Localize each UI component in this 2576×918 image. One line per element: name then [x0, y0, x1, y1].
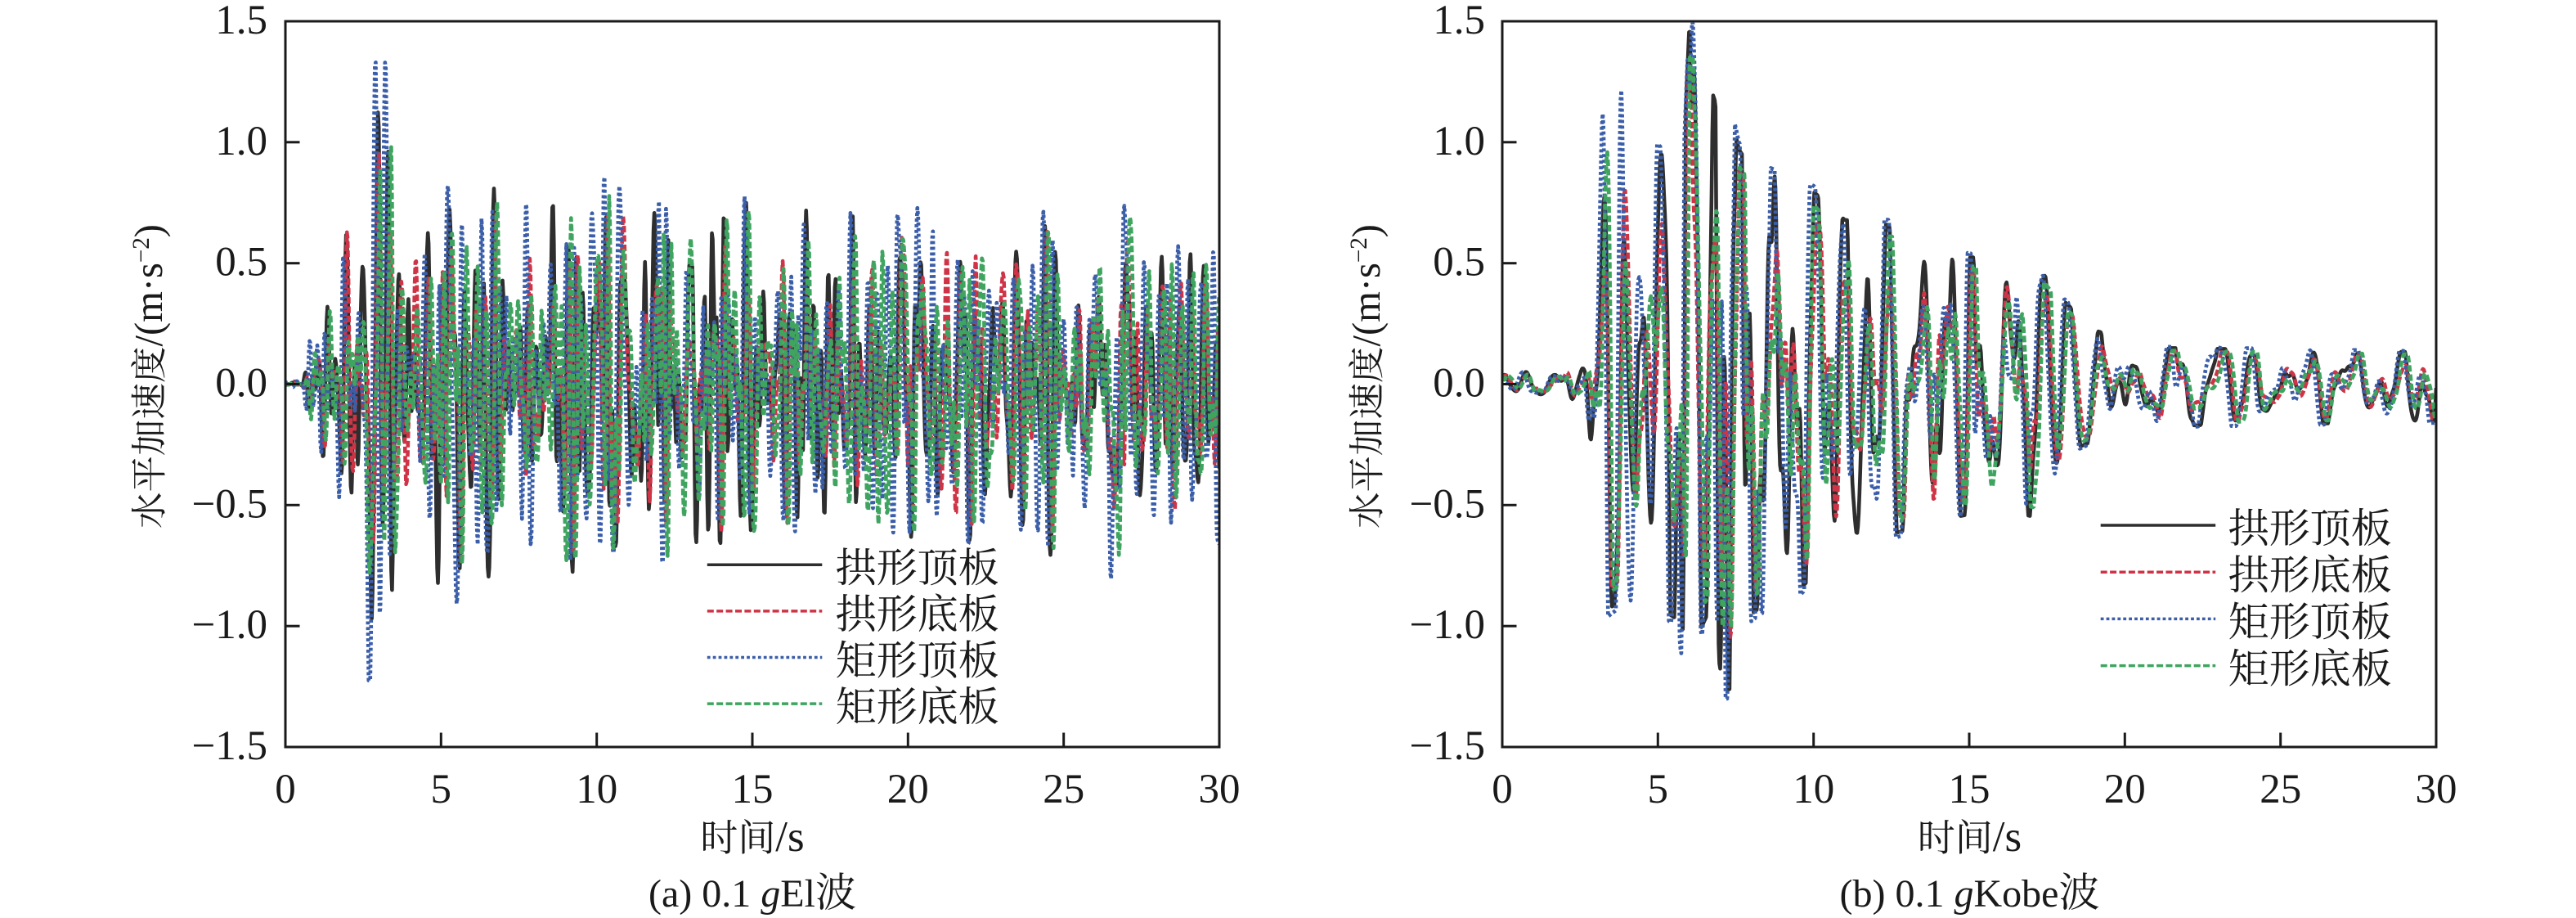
svg-text:/(m·s: /(m·s [128, 263, 171, 346]
svg-text:0: 0 [1492, 767, 1513, 812]
svg-text:10: 10 [1793, 767, 1834, 812]
svg-text:/s: /s [1993, 813, 2022, 861]
svg-text:0.0: 0.0 [1433, 361, 1485, 407]
svg-text:20: 20 [887, 767, 929, 812]
svg-text:(b) 0.1: (b) 0.1 [1840, 872, 1945, 916]
svg-text:−2: −2 [1346, 237, 1372, 263]
svg-text:25: 25 [1043, 767, 1084, 812]
svg-text:0.0: 0.0 [215, 361, 267, 407]
svg-text:1.5: 1.5 [215, 0, 267, 43]
svg-text:/s: /s [775, 813, 804, 861]
svg-text:−1.0: −1.0 [191, 602, 267, 648]
svg-text:−0.5: −0.5 [191, 481, 267, 527]
svg-text:−2: −2 [128, 237, 155, 263]
svg-text:El: El [780, 872, 815, 916]
svg-text:−0.5: −0.5 [1409, 481, 1485, 527]
svg-text:): ) [1345, 224, 1389, 237]
svg-text:g: g [761, 872, 780, 916]
svg-text:(a) 0.1: (a) 0.1 [648, 872, 751, 916]
svg-text:0: 0 [275, 767, 296, 812]
svg-text:−1.0: −1.0 [1409, 602, 1485, 648]
svg-text:1.5: 1.5 [1433, 0, 1485, 43]
svg-text:15: 15 [732, 767, 774, 812]
svg-text:g: g [1954, 872, 1974, 916]
svg-text:20: 20 [2104, 767, 2146, 812]
svg-text:): ) [128, 224, 171, 237]
svg-text:5: 5 [431, 767, 452, 812]
svg-text:25: 25 [2260, 767, 2301, 812]
svg-text:0.5: 0.5 [1433, 240, 1485, 286]
svg-text:/(m·s: /(m·s [1345, 263, 1389, 346]
svg-text:−1.5: −1.5 [1409, 723, 1485, 769]
svg-text:5: 5 [1648, 767, 1669, 812]
svg-text:15: 15 [1949, 767, 1990, 812]
svg-text:1.0: 1.0 [215, 119, 267, 164]
svg-text:0.5: 0.5 [215, 240, 267, 286]
svg-text:−1.5: −1.5 [191, 723, 267, 769]
svg-text:10: 10 [576, 767, 617, 812]
svg-text:Kobe: Kobe [1974, 872, 2059, 916]
svg-text:30: 30 [1199, 767, 1241, 812]
svg-text:30: 30 [2416, 767, 2457, 812]
svg-text:1.0: 1.0 [1433, 119, 1485, 164]
